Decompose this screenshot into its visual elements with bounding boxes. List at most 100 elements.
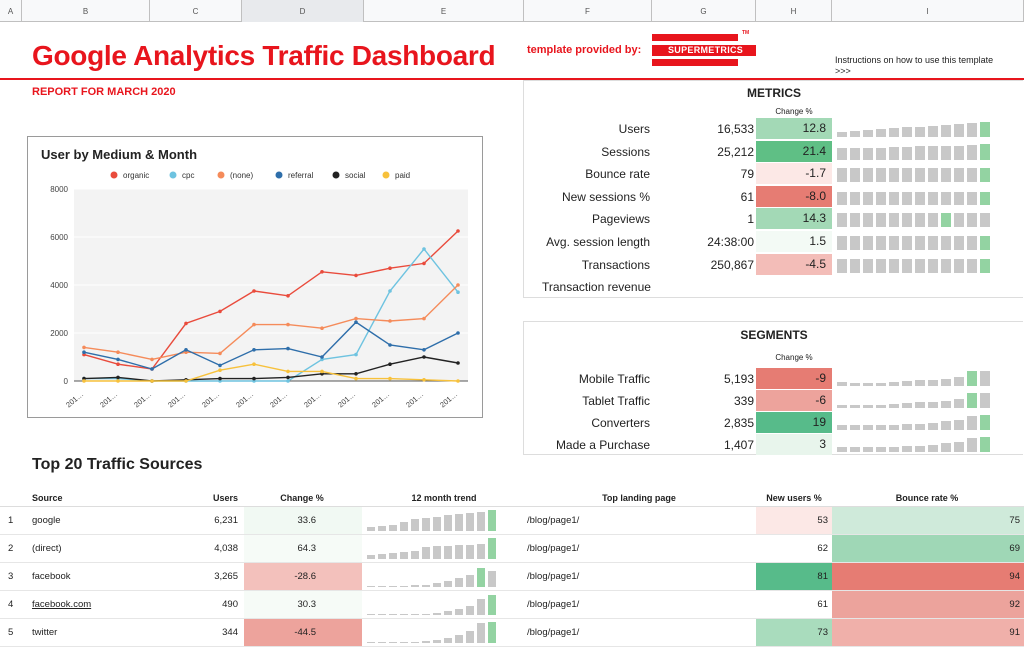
bounce-value: 69 — [1009, 543, 1020, 554]
column-header-c[interactable]: C — [150, 0, 242, 22]
data-point — [388, 289, 392, 293]
landing-page: /blog/page1/ — [527, 543, 580, 554]
column-header-a[interactable]: A — [0, 0, 22, 22]
column-header-b[interactable]: B — [22, 0, 150, 22]
source-row[interactable]: 1 google 6,231 33.6/blog/page1/53 75 — [0, 507, 1024, 535]
metrics-row: Transaction revenue — [524, 276, 1024, 299]
bounce-column-header[interactable]: Bounce rate % — [895, 493, 959, 503]
landing-column-header[interactable]: Top landing page — [602, 493, 676, 503]
column-header-i[interactable]: I — [832, 0, 1024, 22]
data-point — [456, 283, 460, 287]
spark-bar — [444, 515, 452, 531]
trend-sparkline — [367, 594, 496, 615]
spark-bar — [967, 144, 977, 160]
segments-label: Converters — [591, 416, 650, 430]
source-row[interactable]: 5 twitter 344 -44.5/blog/page1/73 91 — [0, 619, 1024, 647]
segments-change: 3 — [756, 434, 832, 455]
series-line-paid — [84, 363, 459, 382]
metrics-panel: METRICS Change % Users 16,533 12.8 Sessions… — [523, 80, 1023, 298]
data-point — [388, 343, 392, 347]
spark-bar — [378, 614, 386, 615]
spark-bar — [876, 383, 886, 386]
new-users-column-header[interactable]: New users % — [766, 493, 822, 503]
spark-bar — [477, 599, 485, 615]
source-name: twitter — [32, 627, 58, 638]
data-point — [150, 379, 154, 383]
trend-sparkline — [367, 510, 496, 531]
data-point — [320, 326, 324, 330]
spark-bar — [876, 191, 886, 205]
spark-bar — [915, 380, 925, 386]
legend-marker — [217, 171, 225, 179]
x-tick-label: 201… — [336, 390, 357, 410]
x-tick-label: 201… — [132, 390, 153, 410]
spark-bar — [889, 213, 899, 228]
change-column-header[interactable]: Change % — [280, 493, 324, 503]
users-value: 3,265 — [214, 571, 238, 582]
users-value: 4,038 — [214, 543, 238, 554]
data-point — [456, 331, 460, 335]
spark-bar — [411, 519, 419, 531]
spark-bar — [367, 614, 375, 615]
data-point — [184, 321, 188, 326]
spark-bar — [941, 168, 951, 183]
spark-bar — [954, 168, 964, 183]
column-header-g[interactable]: G — [652, 0, 756, 22]
change-cell-bg — [244, 563, 362, 590]
spark-bar — [455, 635, 463, 643]
spark-bar — [444, 638, 452, 643]
column-header-h[interactable]: H — [756, 0, 832, 22]
source-column-header[interactable]: Source — [32, 493, 63, 503]
spark-bar — [863, 236, 873, 250]
supermetrics-logo[interactable]: SUPERMETRICS TM — [652, 30, 756, 68]
spark-bar — [915, 402, 925, 408]
spark-bar — [902, 146, 912, 160]
column-header-d[interactable]: D — [242, 0, 364, 22]
spark-bar — [477, 568, 485, 587]
spark-bar — [980, 122, 990, 137]
spark-bar — [980, 143, 990, 160]
source-name: facebook — [32, 571, 71, 582]
data-point — [286, 346, 290, 351]
spark-bar — [455, 514, 463, 531]
spark-bar — [915, 213, 925, 228]
data-point — [252, 362, 256, 366]
trend-column-header[interactable]: 12 month trend — [411, 493, 477, 503]
source-row[interactable]: 4 facebook.com 490 30.3/blog/page1/61 92 — [0, 591, 1024, 619]
x-tick-label: 201… — [302, 390, 323, 410]
spark-bar — [433, 640, 441, 643]
source-name[interactable]: facebook.com — [32, 599, 92, 610]
spark-bar — [915, 191, 925, 205]
source-row[interactable]: 2 (direct) 4,038 64.3/blog/page1/62 69 — [0, 535, 1024, 563]
spark-bar — [850, 383, 860, 386]
spark-bar — [389, 525, 397, 531]
spark-bar — [876, 147, 886, 160]
spark-bar — [863, 147, 873, 160]
spark-bar — [876, 213, 886, 228]
spark-bar — [466, 631, 474, 643]
data-point — [422, 378, 426, 382]
x-tick-label: 201… — [200, 390, 221, 410]
x-tick-label: 201… — [438, 390, 459, 410]
spark-bar — [850, 213, 860, 228]
change-cell-bg — [244, 535, 362, 562]
data-point — [116, 357, 120, 362]
data-point — [218, 309, 222, 314]
source-row[interactable]: 3 facebook 3,265 -28.6/blog/page1/81 94 — [0, 563, 1024, 591]
spark-bar — [850, 131, 860, 137]
spark-bar — [850, 405, 860, 408]
metrics-value: 250,867 — [710, 257, 754, 272]
series-line-referral — [83, 321, 459, 370]
column-header-e[interactable]: E — [364, 0, 524, 22]
spark-bar — [411, 642, 419, 643]
instructions-link[interactable]: Instructions on how to use this template… — [835, 55, 994, 76]
column-header-f[interactable]: F — [524, 0, 652, 22]
users-column-header[interactable]: Users — [212, 493, 238, 503]
users-value: 6,231 — [214, 515, 238, 526]
spark-bar — [422, 547, 430, 559]
y-tick-label: 4000 — [50, 281, 68, 290]
spark-bar — [928, 236, 938, 250]
legend-label: referral — [288, 171, 314, 180]
spark-bar — [980, 236, 990, 250]
data-point — [116, 350, 120, 354]
